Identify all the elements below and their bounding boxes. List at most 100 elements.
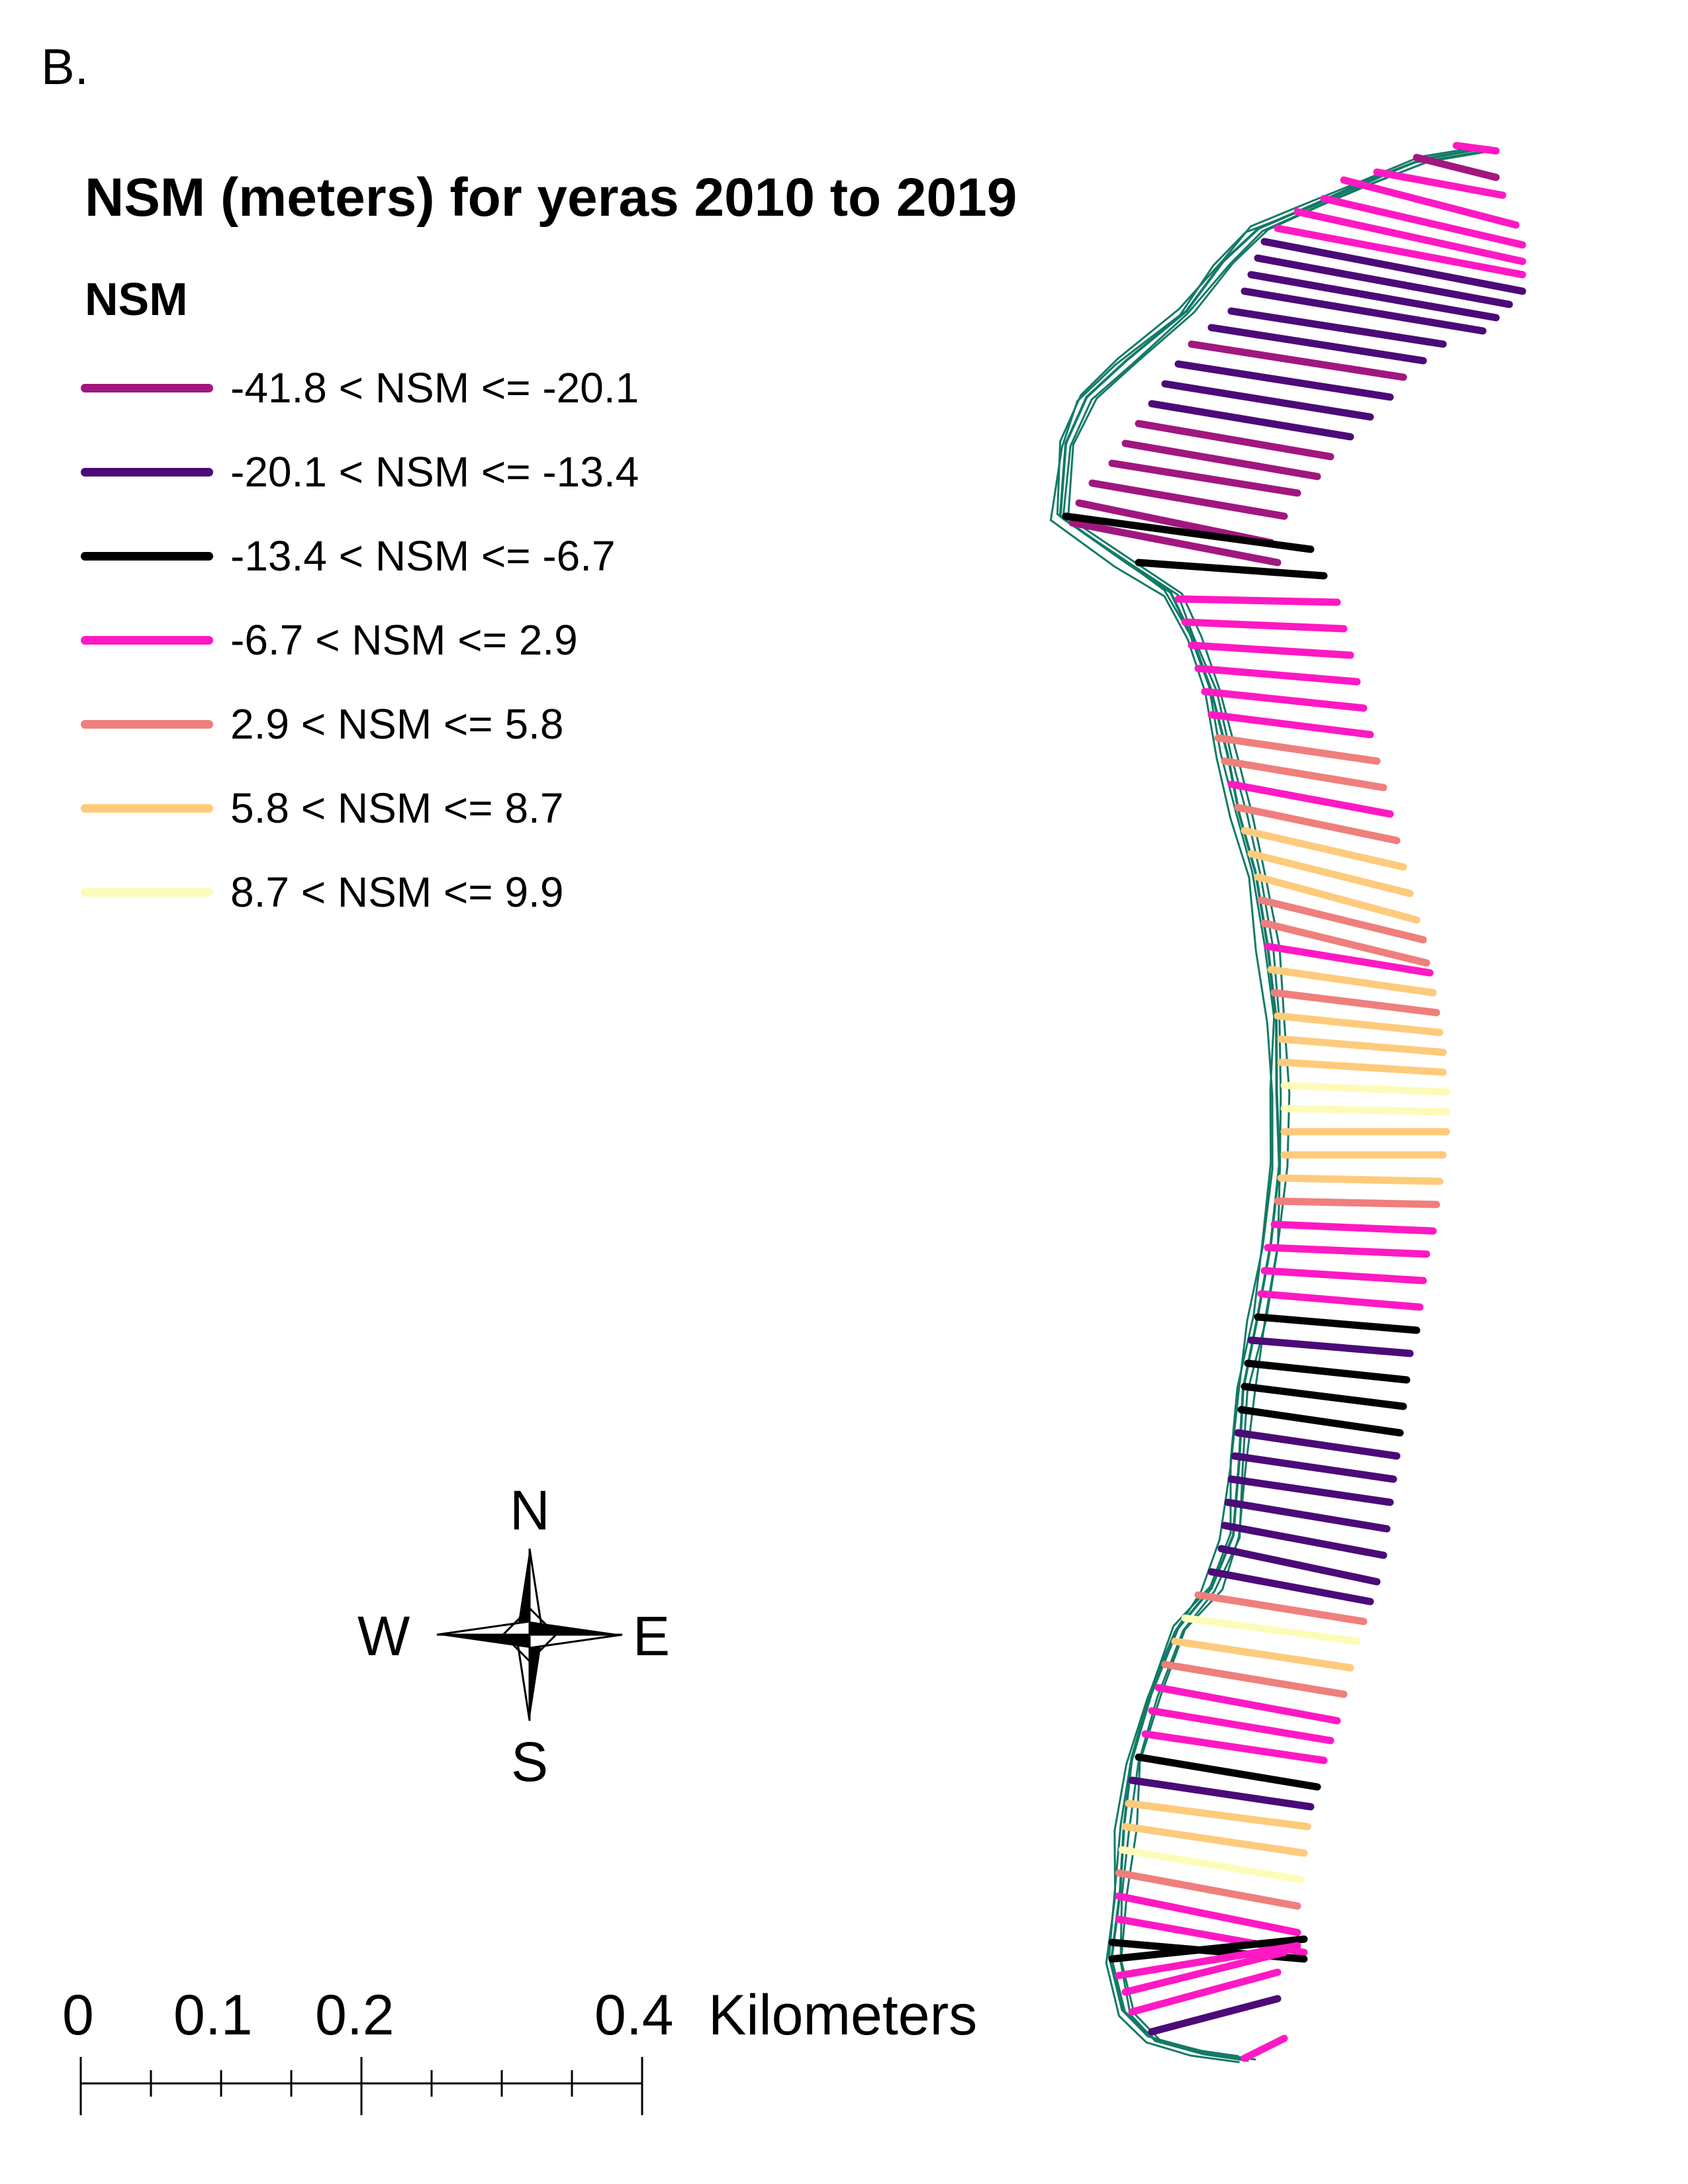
transect-line xyxy=(1224,1498,1391,1533)
transect-line xyxy=(1207,324,1427,365)
shoreline xyxy=(1062,150,1489,2062)
transect-line xyxy=(1141,1730,1328,1764)
transect-line xyxy=(1274,224,1526,279)
transect-line xyxy=(1280,1105,1450,1116)
transect-line xyxy=(1241,287,1487,335)
transect-line xyxy=(1221,757,1387,792)
panel-label: B. xyxy=(41,39,89,95)
transect-line xyxy=(1181,1614,1361,1645)
legend-label: -13.4 < NSM <= -6.7 xyxy=(230,532,616,580)
transect-line xyxy=(1260,238,1526,295)
transect-line xyxy=(1373,168,1507,199)
transect-line xyxy=(1254,873,1421,924)
legend-label: -20.1 < NSM <= -13.4 xyxy=(230,448,639,496)
transect-line xyxy=(1115,1869,1301,1910)
transects-group xyxy=(1062,142,1526,2062)
transect-line xyxy=(1260,919,1430,967)
transect-line xyxy=(1088,479,1288,520)
transect-line xyxy=(1231,1452,1397,1483)
transect-line xyxy=(1207,711,1374,739)
transect-line xyxy=(1254,1313,1421,1334)
transect-line xyxy=(1234,1429,1401,1460)
transect-line xyxy=(1260,1267,1427,1285)
legend-label: -6.7 < NSM <= 2.9 xyxy=(230,616,578,664)
transect-line xyxy=(1188,641,1354,659)
transect-line xyxy=(1257,896,1427,944)
legend-heading: NSM xyxy=(85,273,188,325)
transect-line xyxy=(1148,1707,1335,1745)
transect-line xyxy=(1201,688,1368,712)
transect-line xyxy=(1121,439,1321,480)
transect-line xyxy=(1217,1545,1381,1586)
transect-line xyxy=(1227,1475,1394,1506)
transect-line xyxy=(1135,420,1335,461)
legend-swatch xyxy=(81,888,213,897)
transect-line xyxy=(1135,1753,1321,1791)
transect-line xyxy=(1244,1359,1411,1384)
transect-line xyxy=(1115,1942,1301,1979)
transect-line xyxy=(1247,271,1500,322)
transect-line xyxy=(1247,850,1414,897)
shoreline xyxy=(1067,149,1490,2061)
legend-swatch xyxy=(81,384,213,392)
transect-line xyxy=(1207,1568,1374,1606)
transect-line xyxy=(1181,618,1348,633)
transect-line xyxy=(1062,512,1315,553)
transect-line xyxy=(1241,1383,1407,1410)
transect-line xyxy=(1221,1522,1387,1559)
compass-rose-icon xyxy=(436,1548,623,1721)
transect-line xyxy=(1264,1244,1430,1258)
transect-line xyxy=(1340,176,1520,229)
transect-line xyxy=(1280,1081,1450,1096)
transect-line xyxy=(1121,1823,1308,1857)
legend-swatch xyxy=(81,804,213,813)
legend-label: -41.8 < NSM <= -20.1 xyxy=(230,364,639,412)
transect-line xyxy=(1227,780,1394,818)
transect-line xyxy=(1241,2034,1288,2062)
shoreline xyxy=(1058,148,1482,2060)
transect-line xyxy=(1247,1336,1414,1357)
transect-line xyxy=(1241,827,1407,871)
shoreline-group xyxy=(1049,146,1490,2064)
transect-line xyxy=(1320,195,1526,249)
transect-line xyxy=(1214,734,1381,765)
transect-line xyxy=(1161,1661,1348,1698)
transect-line xyxy=(1125,1799,1311,1831)
transect-line xyxy=(1254,254,1513,308)
transect-line xyxy=(1277,1058,1447,1076)
legend-swatch xyxy=(81,636,213,645)
transect-line xyxy=(1270,989,1440,1017)
transect-line xyxy=(1135,559,1328,580)
transect-line xyxy=(1121,1948,1288,1996)
transect-line xyxy=(1188,340,1407,381)
transect-line xyxy=(1234,803,1401,844)
transect-line xyxy=(1108,459,1301,497)
compass-south-label: S xyxy=(511,1731,549,1793)
transect-line xyxy=(1257,1290,1424,1311)
compass-east-label: E xyxy=(633,1605,671,1667)
transect-line xyxy=(1452,142,1500,155)
shoreline xyxy=(1049,152,1476,2064)
transect-line xyxy=(1264,942,1434,977)
transect-line xyxy=(1194,664,1361,686)
transect-line xyxy=(1171,1637,1354,1672)
north-arrow: N S E W xyxy=(351,1469,695,1813)
transect-line xyxy=(1128,1776,1315,1811)
transect-line xyxy=(1237,1406,1404,1437)
transect-line xyxy=(1293,208,1526,265)
transect-line xyxy=(1274,1012,1444,1036)
transect-line xyxy=(1108,1935,1308,1963)
transect-line xyxy=(1413,154,1500,181)
compass-north-label: N xyxy=(510,1479,550,1541)
transect-line xyxy=(1267,966,1437,997)
transect-line xyxy=(1154,1684,1341,1725)
transect-line xyxy=(1277,1035,1447,1056)
map-title: NSM (meters) for yeras 2010 to 2019 xyxy=(85,167,1017,228)
transect-line xyxy=(1270,1220,1437,1235)
transect-line xyxy=(1148,400,1354,441)
transect-line xyxy=(1118,1846,1305,1884)
transect-line xyxy=(1068,519,1282,567)
transect-line xyxy=(1227,307,1447,348)
legend-label: 2.9 < NSM <= 5.8 xyxy=(230,700,564,748)
